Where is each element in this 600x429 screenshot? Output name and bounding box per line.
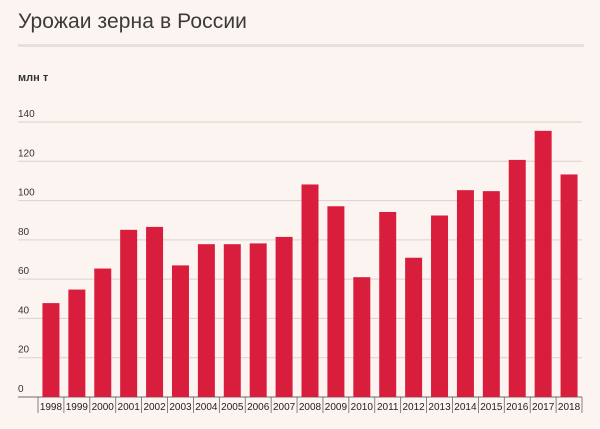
bar-2000 [94, 268, 112, 397]
y-axis-unit-label: млн т [18, 72, 49, 84]
x-tick-label: 1998 [40, 402, 63, 413]
bar-2009 [327, 206, 345, 397]
bar-2016 [508, 159, 526, 397]
x-tick-label: 2013 [428, 402, 451, 413]
y-tick-label: 100 [18, 188, 35, 199]
x-tick-label: 2004 [195, 402, 218, 413]
y-tick-label: 20 [18, 345, 30, 356]
bar-2008 [301, 184, 319, 397]
y-tick-label: 60 [18, 266, 30, 277]
x-axis-ticks: 1998 1999 2000 2001 2002 2003 2004 2005 2006 2007… [37, 397, 583, 413]
x-tick-label: 2014 [454, 402, 477, 413]
x-tick-label: 2008 [299, 402, 322, 413]
bar-2003 [171, 265, 189, 397]
x-tick-label: 2005 [221, 402, 244, 413]
bar-2013 [431, 215, 449, 397]
bar-2011 [379, 211, 397, 397]
x-tick-label: 2009 [325, 402, 348, 413]
bar-2001 [120, 229, 138, 397]
title-divider [18, 44, 584, 47]
bar-2014 [456, 190, 474, 397]
bar-1999 [68, 289, 86, 397]
y-tick-label: 0 [18, 384, 24, 395]
bar-2005 [223, 244, 241, 397]
x-tick-label: 2016 [506, 402, 529, 413]
bar-2007 [275, 236, 293, 397]
bar-2018 [560, 174, 578, 397]
y-tick-label: 40 [18, 305, 30, 316]
bars [42, 130, 578, 397]
x-tick-label: 2001 [118, 402, 141, 413]
y-tick-label: 140 [18, 109, 35, 120]
x-tick-label: 2011 [377, 402, 399, 413]
x-tick-label: 2012 [402, 402, 425, 413]
x-tick-label: 2000 [92, 402, 115, 413]
bar-2012 [405, 257, 423, 397]
x-tick-label: 2003 [169, 402, 192, 413]
y-tick-label: 120 [18, 148, 35, 159]
bar-2006 [249, 243, 267, 397]
bar-2015 [482, 191, 500, 397]
chart-title: Урожаи зерна в России [18, 10, 247, 33]
x-tick-label: 2002 [143, 402, 166, 413]
x-tick-label: 2017 [532, 402, 555, 413]
x-tick-label: 2010 [351, 402, 374, 413]
bar-2004 [197, 244, 215, 397]
x-tick-label: 2006 [247, 402, 270, 413]
bar-2010 [353, 277, 371, 397]
x-tick-label: 2015 [480, 402, 503, 413]
bar-2002 [146, 226, 164, 397]
bar-1998 [42, 303, 60, 397]
y-axis-ticks: 0 20 40 60 80 100 120 140 [18, 109, 35, 395]
x-tick-label: 2018 [558, 402, 581, 413]
bar-2017 [534, 130, 552, 397]
x-tick-label: 2007 [273, 402, 296, 413]
y-tick-label: 80 [18, 227, 30, 238]
x-tick-label: 1999 [66, 402, 89, 413]
